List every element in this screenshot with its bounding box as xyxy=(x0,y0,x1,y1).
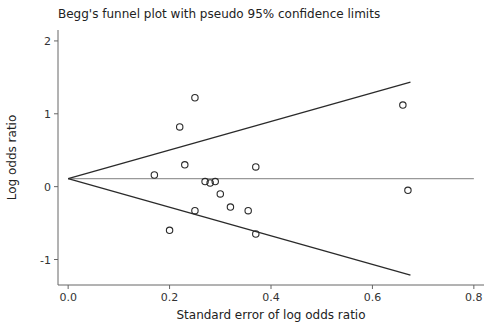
x-tick xyxy=(271,285,272,289)
point xyxy=(192,207,198,213)
point xyxy=(245,207,251,213)
point xyxy=(253,231,259,237)
line xyxy=(68,178,474,179)
y-tick xyxy=(54,259,58,260)
y-tick xyxy=(54,40,58,41)
point xyxy=(166,227,172,233)
x-tick-label: 0.6 xyxy=(364,291,382,304)
x-tick xyxy=(473,285,474,289)
title: Begg's funnel plot with pseudo 95% confi… xyxy=(58,7,380,21)
y-tick-label: -1 xyxy=(40,254,51,267)
point xyxy=(217,191,223,197)
y-axis-label: Log odds ratio xyxy=(5,115,19,201)
point xyxy=(177,124,183,130)
point xyxy=(182,162,188,168)
y-tick-label: 0 xyxy=(44,181,51,194)
y-tick-label: 2 xyxy=(44,35,51,48)
point xyxy=(253,164,259,170)
x-tick-label: 0.8 xyxy=(465,291,483,304)
x-tick xyxy=(169,285,170,289)
x-tick-label: 0.0 xyxy=(59,291,77,304)
axes: 0.0 0.2 0.4 0.6 0.8 -1 0 1 2 xyxy=(40,30,484,304)
point xyxy=(405,187,411,193)
point xyxy=(151,172,157,178)
y-tick xyxy=(54,113,58,114)
point xyxy=(192,95,198,101)
x-tick-label: 0.2 xyxy=(161,291,179,304)
x-tick xyxy=(68,285,69,289)
y-tick-label: 1 xyxy=(44,108,51,121)
x-axis-label: Standard error of log odds ratio xyxy=(176,308,365,322)
line xyxy=(68,82,410,178)
x-tick xyxy=(372,285,373,289)
line xyxy=(68,179,410,275)
x-tick-label: 0.4 xyxy=(262,291,280,304)
plot-area xyxy=(68,82,474,275)
point xyxy=(207,180,213,186)
point xyxy=(400,102,406,108)
point xyxy=(227,204,233,210)
chart: Begg's funnel plot with pseudo 95% confi… xyxy=(0,0,500,329)
y-tick xyxy=(54,186,58,187)
y-axis-line xyxy=(58,30,59,285)
